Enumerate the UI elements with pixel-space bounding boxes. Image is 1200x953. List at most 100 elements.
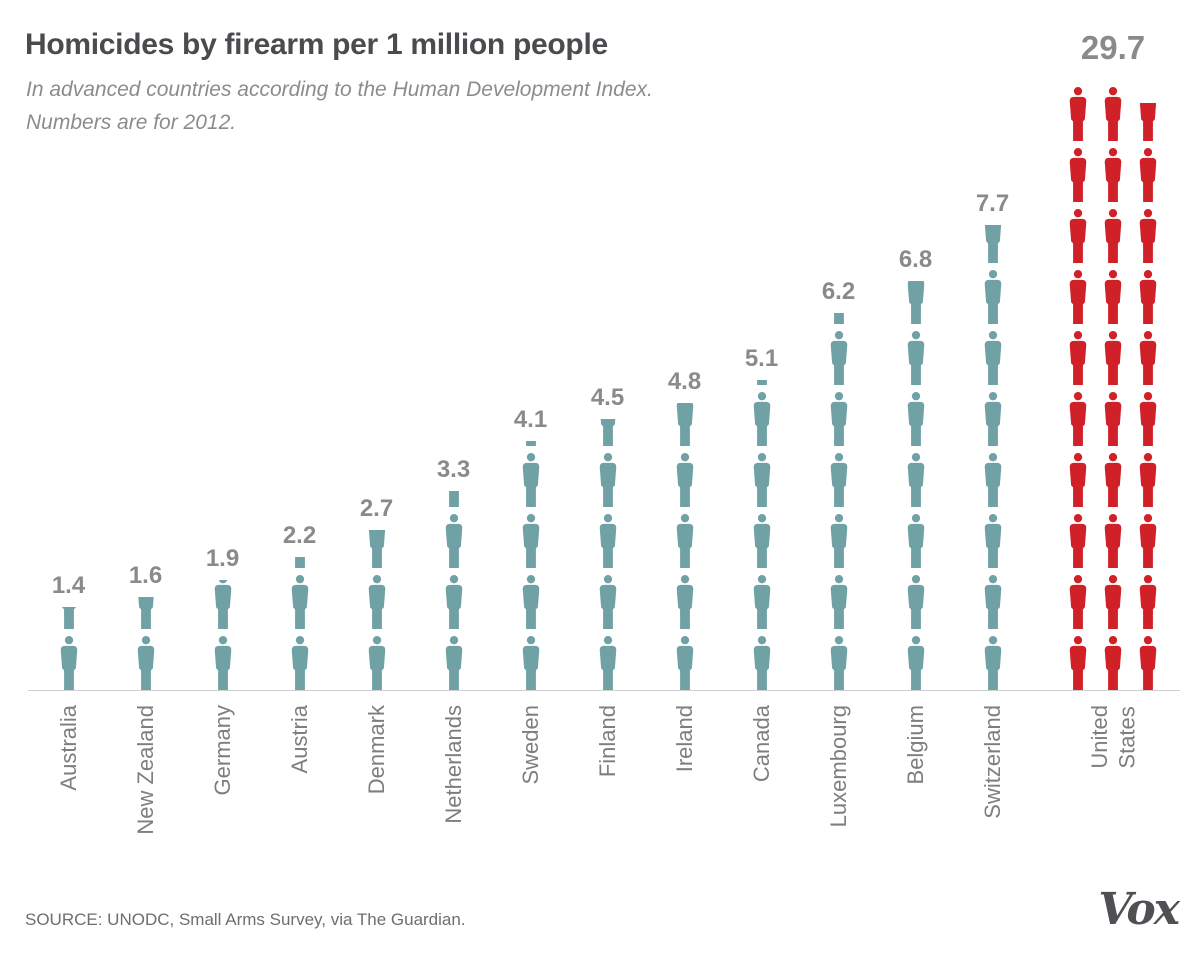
person-icon: [522, 453, 539, 507]
person-icon: [1104, 87, 1122, 141]
highlight-sub-columns: [1067, 87, 1159, 690]
person-icon: [1139, 392, 1157, 446]
person-icon: [599, 419, 616, 446]
sub-column: [1067, 87, 1089, 690]
column-finland: 4.5: [569, 386, 646, 690]
person-icon-partial: [905, 281, 927, 324]
person-icon: [522, 575, 539, 629]
person-icon: [830, 575, 847, 629]
value-label: 1.6: [128, 562, 163, 589]
column-sweden: 4.1: [492, 408, 569, 690]
person-icon: [445, 491, 462, 507]
person-icon: [830, 331, 847, 385]
person-icon: [676, 453, 693, 507]
column-germany: 1.9: [184, 547, 261, 690]
person-icon: [1104, 209, 1122, 263]
person-icon: [1069, 87, 1087, 141]
person-icon: [1104, 575, 1122, 629]
person-icon: [907, 331, 924, 385]
country-label: Ireland: [671, 705, 697, 773]
person-icon: [830, 514, 847, 568]
country-label: Netherlands: [440, 705, 466, 824]
person-icon: [445, 636, 462, 690]
person-icon: [830, 313, 847, 324]
person-icon-partial: [1137, 103, 1159, 141]
label-cell-germany: Germany: [184, 705, 261, 835]
person-icon: [984, 575, 1001, 629]
column-belgium: 6.8: [877, 248, 954, 690]
person-icon: [599, 636, 616, 690]
person-icon: [1104, 331, 1122, 385]
column-new-zealand: 1.6: [107, 564, 184, 690]
person-icon: [1139, 575, 1157, 629]
label-cell-belgium: Belgium: [877, 705, 954, 835]
page-title: Homicides by firearm per 1 million peopl…: [25, 28, 608, 61]
value-label: 2.7: [359, 495, 394, 522]
person-icon: [1104, 636, 1122, 690]
person-icon: [830, 453, 847, 507]
x-axis-line: [28, 690, 1180, 691]
subtitle-line-1: In advanced countries according to the H…: [26, 78, 653, 101]
person-icon: [1139, 270, 1157, 324]
column-canada: 5.1: [723, 347, 800, 690]
person-icon: [522, 636, 539, 690]
person-icon: [753, 514, 770, 568]
column-australia: 1.4: [30, 574, 107, 690]
person-icon: [1104, 270, 1122, 324]
person-icon: [907, 281, 924, 324]
label-cell-netherlands: Netherlands: [415, 705, 492, 835]
person-icon: [522, 441, 539, 446]
value-label: 2.2: [282, 522, 317, 549]
person-icon: [753, 392, 770, 446]
label-cell-austria: Austria: [261, 705, 338, 835]
label-cell-ireland: Ireland: [646, 705, 723, 835]
person-icon: [984, 392, 1001, 446]
pictogram-chart: 1.4 1.6 1.9 2.2 2.7 3.3 4.1 4.5 4.8 5.1 6.2 6.8 7.7 2…: [30, 31, 1159, 690]
person-icon: [214, 636, 231, 690]
country-label: Luxembourg: [825, 705, 851, 828]
person-icon: [1069, 453, 1087, 507]
person-icon: [1139, 514, 1157, 568]
person-icon: [907, 453, 924, 507]
sub-column: [1102, 87, 1124, 690]
person-icon-partial: [366, 530, 388, 568]
country-label: Germany: [209, 705, 235, 796]
person-icon: [1069, 209, 1087, 263]
column-denmark: 2.7: [338, 497, 415, 690]
country-label: New Zealand: [132, 705, 158, 835]
country-label: Australia: [55, 705, 81, 791]
person-icon-partial: [520, 441, 542, 446]
person-icon-partial: [289, 557, 311, 568]
person-icon: [445, 514, 462, 568]
person-icon: [599, 514, 616, 568]
person-icon-partial: [58, 607, 80, 629]
person-icon: [522, 514, 539, 568]
country-label: Finland: [594, 705, 620, 778]
person-icon: [676, 575, 693, 629]
person-icon: [291, 557, 308, 568]
value-label: 3.3: [436, 456, 471, 483]
label-cell-united-states: United States: [1067, 705, 1159, 835]
value-label: 1.9: [205, 545, 240, 572]
chart-subtitle: In advanced countries according to the H…: [26, 74, 653, 139]
person-icon: [1104, 392, 1122, 446]
column-netherlands: 3.3: [415, 458, 492, 690]
person-icon-partial: [212, 580, 234, 629]
value-label: 29.7: [1080, 29, 1146, 66]
person-icon: [1069, 514, 1087, 568]
person-icon: [753, 453, 770, 507]
person-icon-partial: [135, 597, 157, 629]
person-icon-partial: [828, 313, 850, 324]
label-cell-finland: Finland: [569, 705, 646, 835]
person-icon: [907, 392, 924, 446]
country-label: Switzerland: [979, 705, 1005, 819]
person-icon: [137, 636, 154, 690]
column-austria: 2.2: [261, 524, 338, 690]
person-icon: [984, 270, 1001, 324]
person-icon: [984, 636, 1001, 690]
country-label: United States: [1086, 705, 1140, 769]
person-icon: [60, 636, 77, 690]
x-axis-labels: Australia New Zealand Germany Austria Denmar…: [30, 705, 1159, 835]
person-icon: [907, 575, 924, 629]
person-icon: [1069, 331, 1087, 385]
